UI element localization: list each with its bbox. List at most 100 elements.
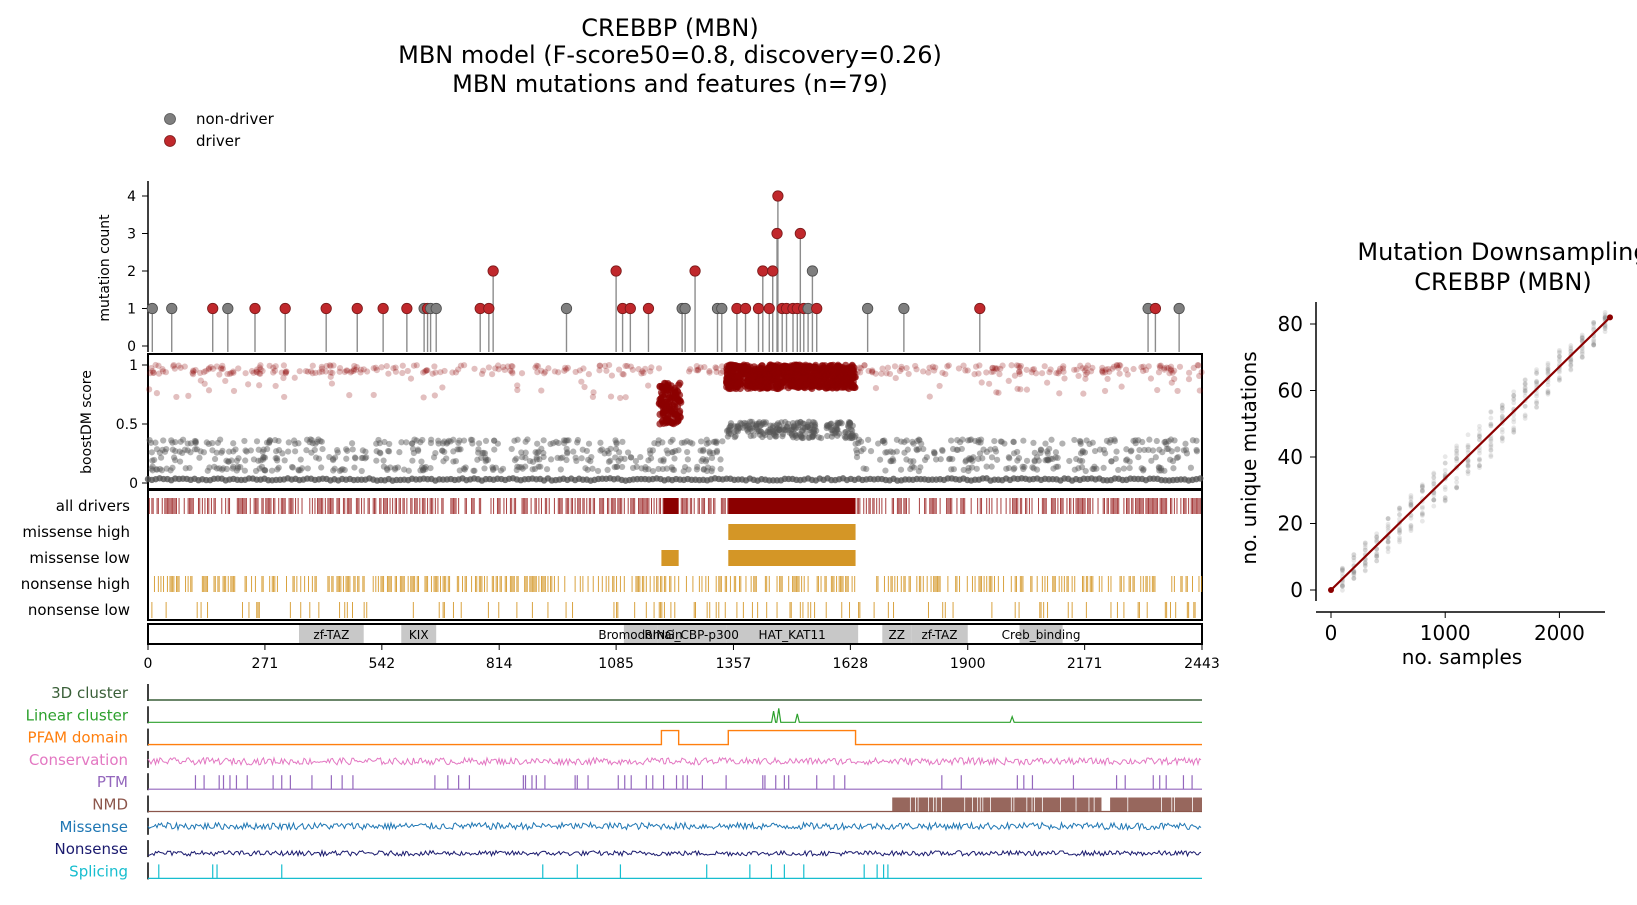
score-driver-point: [272, 382, 279, 390]
score-nondriver-point: [832, 429, 839, 436]
score-nondriver-point: [234, 463, 241, 470]
down-sample-point: [1511, 425, 1517, 431]
score-nondriver-point: [1014, 448, 1021, 456]
down-sample-point: [1351, 572, 1357, 578]
down-sample-point: [1477, 462, 1482, 468]
down-sample-point: [1362, 563, 1368, 569]
down-sample-point: [1488, 443, 1494, 449]
score-nondriver-point: [877, 456, 884, 463]
score-nondriver-point: [916, 437, 923, 444]
score-driver-point: [995, 389, 1002, 396]
down-sample-point: [1419, 488, 1425, 494]
track-dense-block: [728, 524, 856, 540]
score-driver-point: [1082, 371, 1089, 378]
down-sample-point: [1545, 362, 1551, 368]
score-driver-point: [541, 370, 548, 377]
down-sample-point: [1340, 584, 1345, 589]
score-nondriver-point: [475, 446, 482, 453]
track-label: all drivers: [56, 497, 130, 515]
score-nondriver-point: [260, 446, 267, 453]
score-nondriver-point: [1145, 446, 1152, 453]
score-driver-point: [364, 368, 371, 375]
down-sample-point: [1499, 436, 1505, 442]
score-nondriver-point: [642, 464, 649, 471]
score-driver-point: [1163, 364, 1170, 371]
score-driver-point: [640, 369, 647, 377]
score-nondriver-point: [529, 458, 537, 465]
score-nondriver-point: [428, 436, 435, 443]
down-sample-point: [1362, 540, 1368, 546]
score-nondriver-point: [439, 447, 446, 454]
score-nondriver-point: [884, 449, 891, 456]
down-xlabel: no. samples: [1402, 645, 1522, 669]
score-nondriver-point: [772, 427, 779, 434]
score-driver-point: [926, 364, 933, 371]
down-sample-point: [1408, 496, 1414, 502]
score-nondriver-point: [966, 455, 973, 462]
score-driver-point: [159, 366, 166, 373]
driver-point: [207, 302, 219, 315]
score-nondriver-point: [475, 440, 483, 447]
score-nondriver-point: [491, 437, 498, 444]
score-nondriver-point: [349, 446, 356, 453]
down-sample-point: [1385, 549, 1391, 555]
score-driver-point: [461, 362, 468, 369]
score-nondriver-point: [921, 456, 929, 464]
score-nondriver-point: [326, 453, 333, 461]
score-nondriver-point: [805, 418, 813, 425]
score-nondriver-point: [441, 438, 448, 445]
feature-line: [147, 820, 1202, 832]
score-nondriver-point: [1103, 437, 1111, 444]
score-driver-point: [850, 383, 858, 391]
score-nondriver-point: [1010, 438, 1017, 445]
score-nondriver-point: [438, 447, 446, 454]
score-driver-point: [1099, 367, 1106, 374]
feature-label: Missense: [59, 818, 128, 836]
down-sample-point: [1374, 551, 1380, 557]
score-driver-point: [811, 366, 819, 374]
score-nondriver-point: [909, 463, 916, 470]
down-sample-point: [1579, 354, 1585, 360]
score-driver-point: [149, 367, 156, 375]
score-ylabel: boostDM score: [79, 370, 95, 474]
score-driver-point: [230, 369, 237, 376]
down-sample-point: [1362, 567, 1368, 573]
track-dense-block: [728, 498, 856, 514]
score-nondriver-point: [391, 466, 399, 473]
score-nondriver-point: [469, 440, 476, 447]
x-tick-label: 1628: [833, 656, 869, 672]
score-nondriver-point: [1108, 458, 1115, 465]
score-driver-point: [177, 364, 184, 371]
score-nondriver-point: [408, 440, 416, 447]
score-nondriver-point: [1030, 439, 1037, 446]
score-nondriver-point: [291, 440, 299, 447]
down-xtick-label: 1000: [1420, 621, 1471, 645]
down-sample-point: [1385, 525, 1391, 531]
driver-point: [642, 302, 655, 315]
feature-label: Linear cluster: [26, 706, 129, 724]
score-nondriver-point: [343, 455, 350, 462]
score-driver-point: [1165, 364, 1172, 372]
down-sample-point: [1488, 423, 1494, 429]
score-nondriver-point: [419, 464, 426, 471]
score-nondriver-point: [1187, 464, 1195, 471]
stem-ylabel: mutation count: [97, 214, 113, 322]
score-nondriver-point: [223, 457, 230, 464]
score-driver-point: [976, 362, 983, 369]
score-nondriver-point: [547, 440, 554, 448]
score-nondriver-point: [358, 467, 365, 475]
score-driver-point: [185, 392, 192, 399]
score-nondriver-point: [708, 468, 715, 475]
score-nondriver-point: [703, 436, 710, 443]
down-sample-point: [1488, 421, 1494, 427]
down-sample-point: [1591, 338, 1597, 344]
driver-point: [771, 227, 783, 240]
score-driver-point: [1017, 386, 1024, 393]
down-sample-point: [1557, 376, 1562, 382]
score-nondriver-point: [375, 436, 382, 444]
score-nondriver-point: [176, 458, 184, 465]
track-label: missense high: [22, 523, 130, 541]
score-nondriver-point: [1031, 449, 1038, 456]
score-nondriver-point: [275, 464, 282, 471]
score-nondriver-point: [977, 439, 984, 446]
